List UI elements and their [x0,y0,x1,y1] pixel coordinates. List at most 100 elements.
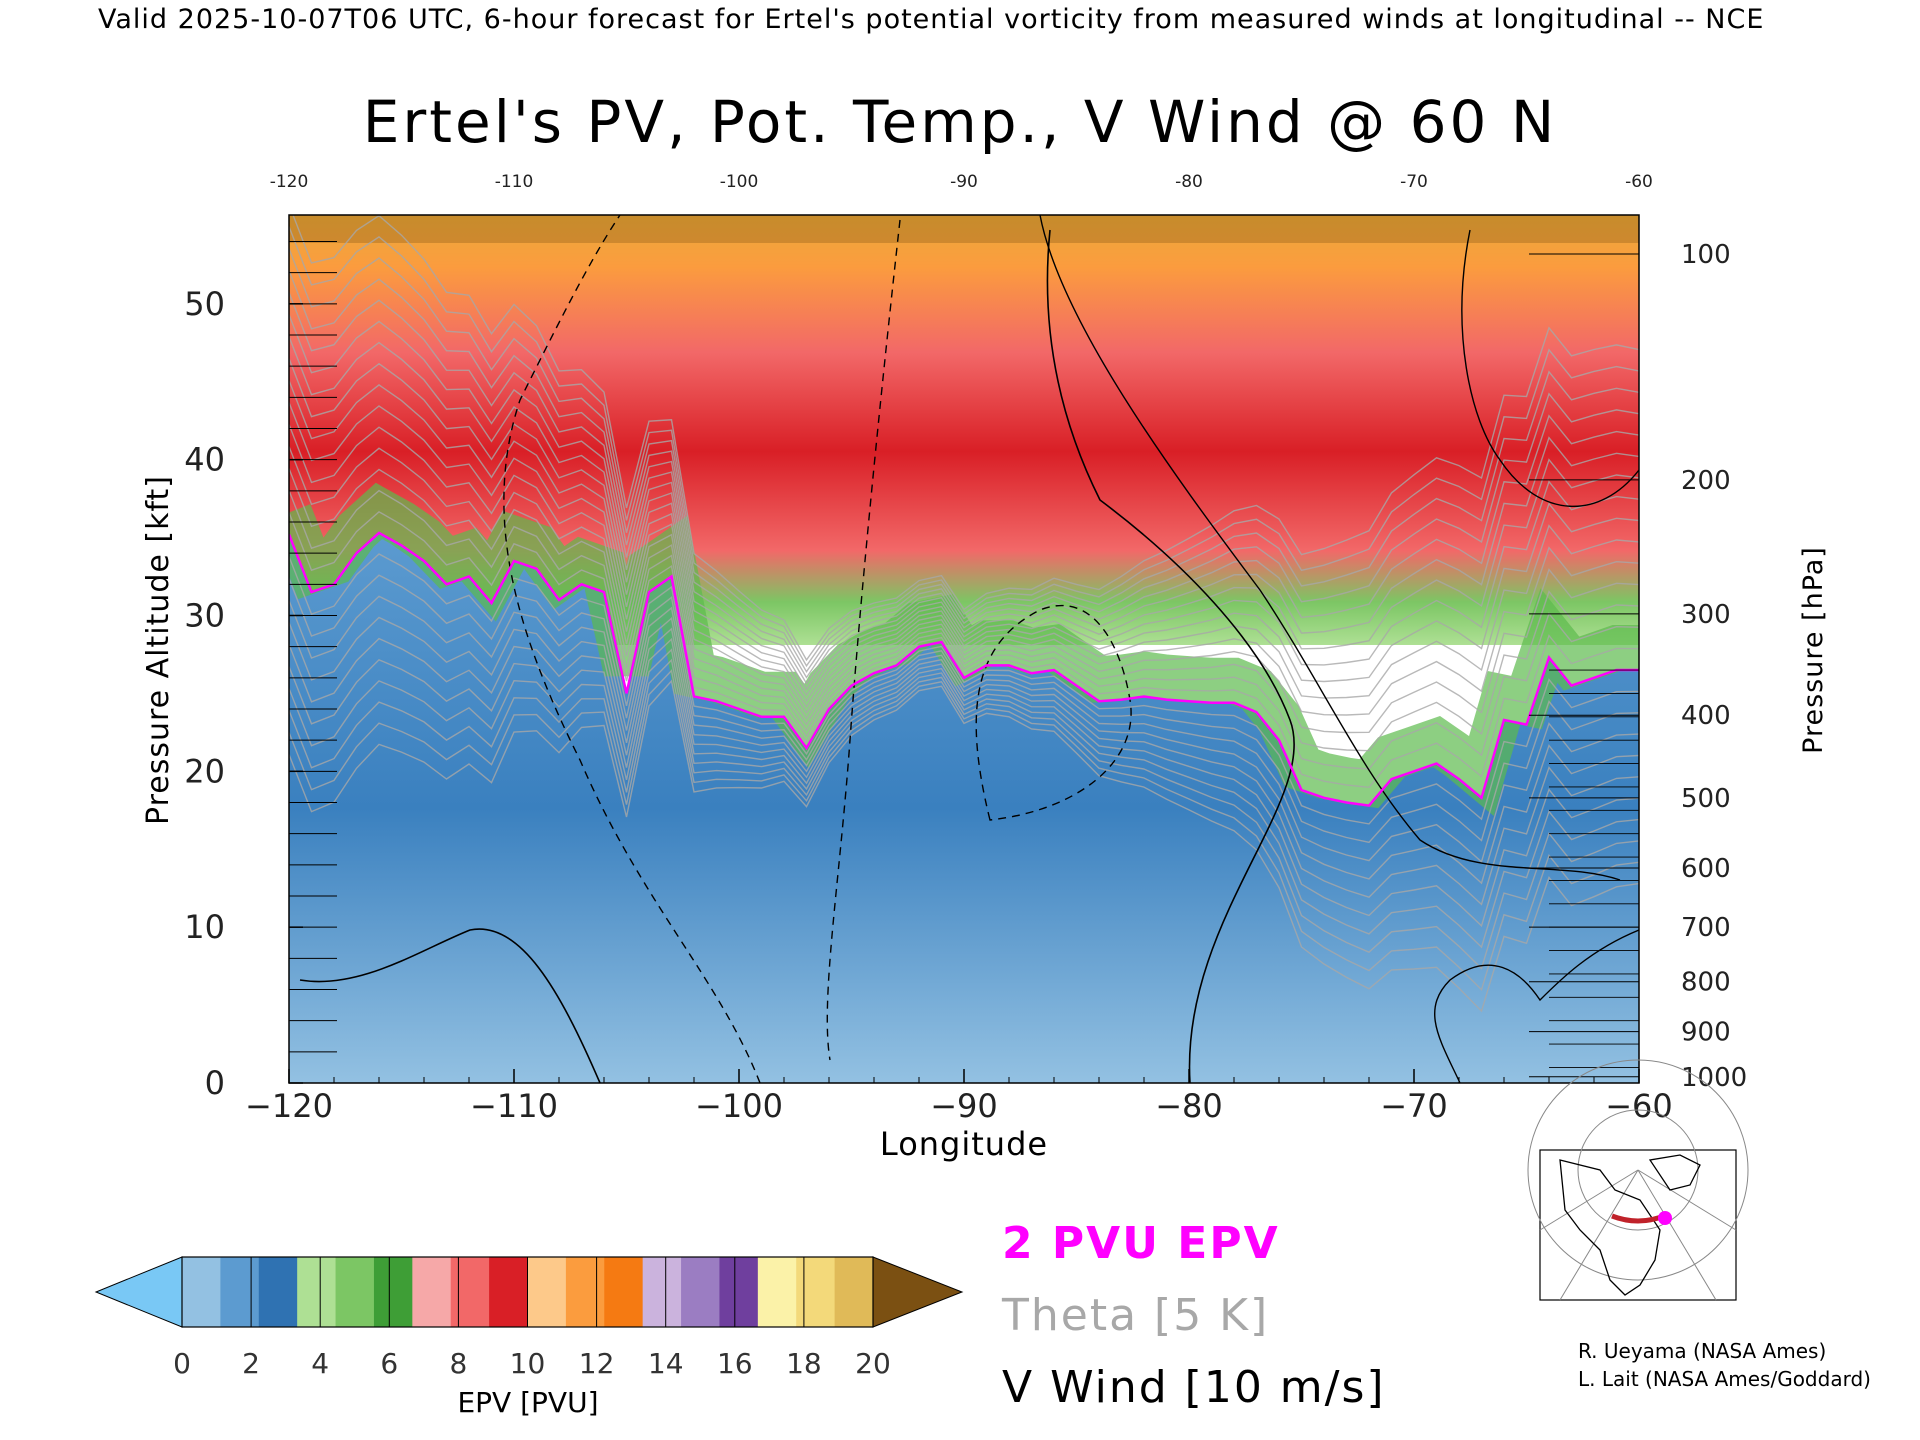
pressure-tick-label: 500 [1681,784,1731,814]
colorbar-tick-label: 0 [173,1347,191,1380]
pressure-tick-label: 1000 [1681,1063,1747,1093]
colorbar-over-arrow [872,1256,964,1328]
pressure-tick-label: 700 [1681,913,1731,943]
y-tick-label: 20 [184,752,225,790]
x-top-tick-label: -120 [270,172,309,192]
vwind-contour-negative-3 [975,604,1132,821]
theta-contour-line [289,616,1639,885]
theta-contour-line [289,669,1639,992]
y2-axis-label: Pressure [hPa] [1798,546,1829,754]
theta-contour-line [289,336,1639,697]
legend-pv-line: 2 PVU EPV [1002,1218,1280,1269]
theta-contour-line [289,424,1639,720]
colorbar-tick-label: 4 [311,1347,329,1380]
heatmap-stratosphere-cap [289,215,1639,243]
theta-contour-line [289,446,1639,734]
colorbar-swatch [297,1257,337,1327]
theta-contour-line [289,637,1639,928]
colorbar-swatch [450,1257,490,1327]
colorbar-swatch [719,1257,759,1327]
valid-line: Valid 2025-10-07T06 UTC, 6-hour forecast… [98,4,1764,35]
inset-map [1527,1059,1749,1301]
theta-contour-line [289,314,1639,691]
colorbar-under-arrow [94,1256,183,1328]
pressure-tick-label: 600 [1681,854,1731,884]
vwind-contour-ten [1039,215,1621,881]
x-tick-label: −110 [470,1087,558,1125]
theta-contour-line [289,380,1639,709]
colorbar-swatch [412,1257,452,1327]
colorbar-label: EPV [PVU] [457,1386,598,1419]
theta-contour-line [289,553,1639,825]
x-top-tick-label: -100 [720,172,759,192]
theta-contours [289,215,1639,1013]
x-top-tick-label: -110 [495,172,534,192]
theta-contour-line [292,215,1639,662]
theta-contour-line [289,270,1639,679]
colorbar-swatch [565,1257,605,1327]
pv-2pvu-line [289,531,1639,807]
pressure-tick-label: 200 [1681,466,1731,496]
colorbar-tick-label: 12 [579,1347,615,1380]
legend-vwind: V Wind [10 m/s] [1002,1362,1386,1413]
colorbar-swatch [373,1257,413,1327]
vwind-contour-negative-2 [826,219,901,1061]
pressure-tick-label: 800 [1681,968,1731,998]
pressure-tick-label: 100 [1681,240,1731,270]
colorbar-tick-label: 16 [717,1347,753,1380]
x-top-tick-label: -90 [950,172,978,192]
x-tick-label: −80 [1155,1087,1223,1125]
y-tick-label: 10 [184,908,225,946]
pressure-tick-label: 900 [1681,1018,1731,1048]
colorbar-tick-label: 20 [855,1347,891,1380]
colorbar: 0 2 4 6 8 10 12 14 16 18 20 [94,1256,964,1380]
theta-contour-line [289,574,1639,844]
vwind-contour-zero-3 [1434,929,1639,1083]
credit-line-2: L. Lait (NASA Ames/Goddard) [1578,1367,1871,1391]
x-axis-top: -120 -110 -100 -90 -80 -70 -60 [270,172,1653,192]
y-tick-label: 0 [205,1064,225,1102]
colorbar-swatch [604,1257,644,1327]
x-top-tick-label: -80 [1175,172,1203,192]
y-tick-label: 50 [184,285,225,323]
theta-contour-line [289,510,1639,789]
vwind-contour-zero-2 [299,928,601,1083]
x-top-tick-label: -60 [1625,172,1653,192]
theta-contour-line [289,489,1639,770]
theta-contour-line [289,595,1639,864]
y-axis-right: 1000 900 800 700 600 500 400 300 200 100 [1529,240,1747,1093]
colorbar-swatch [757,1257,797,1327]
theta-contour-line [289,248,1639,674]
pressure-tick-label: 300 [1681,600,1731,630]
theta-contour-line [289,226,1639,668]
vwind-contour-negative [503,215,761,1083]
x-tick-label: −60 [1605,1087,1673,1125]
pressure-tick-label: 400 [1681,701,1731,731]
theta-contour-line [289,648,1639,949]
colorbar-swatch [681,1257,720,1327]
y-axis-left: 0 10 20 30 40 50 [184,240,337,1102]
colorbar-swatch [834,1257,874,1327]
colorbar-tick-label: 14 [648,1347,684,1380]
y-tick-label: 30 [184,596,225,634]
colorbar-swatch [220,1257,260,1327]
y-tick-label: 40 [184,441,225,479]
theta-contour-line [289,468,1639,752]
x-tick-label: −100 [695,1087,783,1125]
colorbar-swatch [489,1257,528,1327]
legend-theta: Theta [5 K] [1001,1290,1269,1341]
colorbar-tick-label: 6 [380,1347,398,1380]
colorbar-swatch [335,1257,375,1327]
theta-contour-line [289,358,1639,703]
chart-title: Ertel's PV, Pot. Temp., V Wind @ 60 N [363,88,1557,156]
x-top-tick-label: -70 [1400,172,1428,192]
vwind-contour-zero [1046,229,1296,1083]
colorbar-tick-label: 18 [786,1347,822,1380]
x-axis-bottom: −120 −110 −100 −90 −80 −70 −60 [245,1069,1673,1125]
x-axis-label: Longitude [880,1125,1048,1163]
x-tick-label: −90 [930,1087,998,1125]
theta-contour-line [289,658,1639,970]
x-tick-label: −70 [1380,1087,1448,1125]
theta-contour-line [289,679,1639,1013]
